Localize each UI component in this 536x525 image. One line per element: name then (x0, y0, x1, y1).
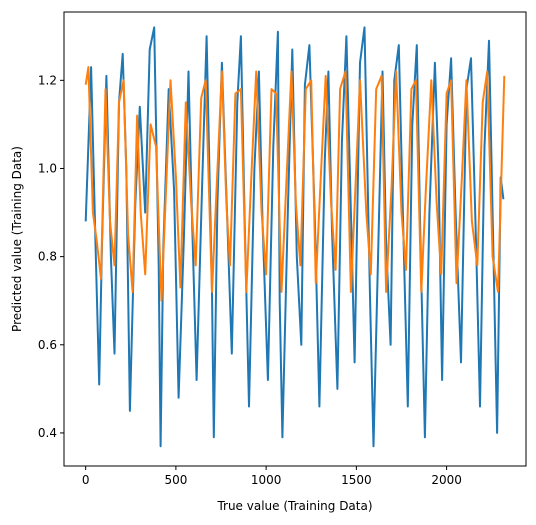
x-tick-label: 0 (82, 473, 90, 487)
x-tick-label: 2000 (431, 473, 462, 487)
x-tick-label: 1500 (341, 473, 372, 487)
x-tick-label: 1000 (251, 473, 282, 487)
y-tick-label: 0.8 (38, 250, 57, 264)
y-tick-label: 1.2 (38, 73, 57, 87)
y-axis-ticks: 0.4 0.6 0.8 1.0 1.2 (38, 73, 64, 440)
y-axis-label: Predicted value (Training Data) (10, 146, 24, 332)
x-axis-ticks: 0 500 1000 1500 2000 (82, 466, 462, 487)
y-tick-label: 0.6 (38, 338, 57, 352)
series-layer (84, 26, 506, 448)
y-tick-label: 1.0 (38, 161, 57, 175)
x-axis-label: True value (Training Data) (216, 499, 372, 513)
y-tick-label: 0.4 (38, 426, 57, 440)
x-tick-label: 500 (164, 473, 187, 487)
plot-frame (63, 11, 527, 467)
series-line-1 (84, 26, 505, 448)
series-line-2 (84, 66, 506, 302)
